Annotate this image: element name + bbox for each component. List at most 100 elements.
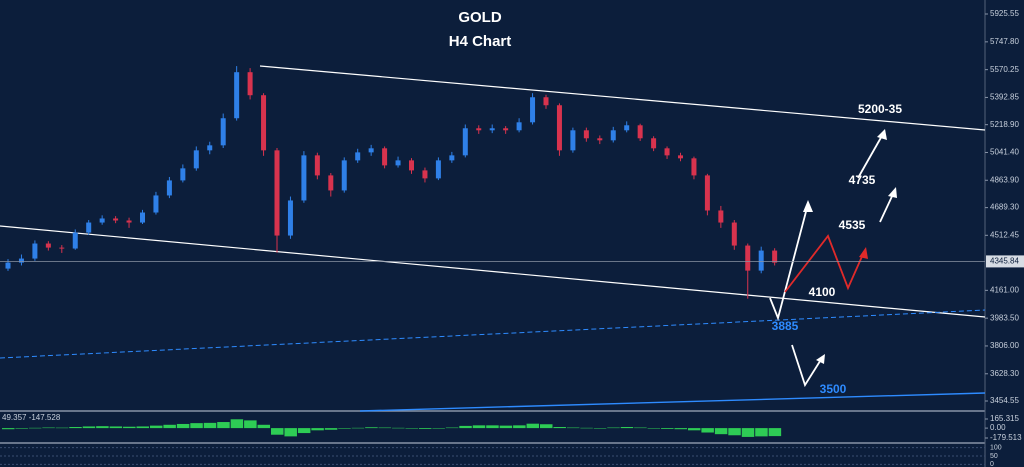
candle-body <box>341 160 347 191</box>
macd-bar <box>217 422 230 429</box>
candle-body <box>99 218 105 223</box>
candle-body <box>126 220 132 223</box>
y-tick-label: 5570.25 <box>990 65 1019 74</box>
macd-bar <box>109 426 123 429</box>
macd-bar <box>472 425 486 429</box>
y-tick-label: 3983.50 <box>990 313 1019 322</box>
macd-bar <box>123 426 136 429</box>
macd-bar <box>271 428 284 435</box>
macd-bar <box>418 428 432 429</box>
arrow-path <box>879 191 895 223</box>
candle-body <box>59 247 65 249</box>
candle-body <box>234 72 240 119</box>
candle-body <box>86 222 92 233</box>
macd-bar <box>620 427 634 429</box>
macd-bar <box>149 425 163 429</box>
y-tick-label: 3454.55 <box>990 396 1019 405</box>
macd-bar <box>190 423 203 429</box>
candle-body <box>530 97 536 123</box>
macd-bar <box>351 427 365 429</box>
macd-bar <box>540 424 553 429</box>
macd-bar <box>55 427 69 429</box>
candle-body <box>409 160 414 171</box>
price-annotation: 4535 <box>839 218 866 232</box>
macd-bar <box>405 428 418 429</box>
candle-body <box>45 243 51 248</box>
candle-body <box>570 130 576 151</box>
macd-bar <box>741 428 755 437</box>
last-price-label: 4345.84 <box>990 257 1019 266</box>
candle-body <box>476 128 482 131</box>
channel-upper <box>259 65 986 131</box>
candle-body <box>18 258 24 263</box>
candle-body <box>678 155 683 159</box>
candle-body <box>287 200 293 236</box>
stoch-tick-label: 100 <box>990 445 1002 452</box>
arrowhead <box>816 354 825 364</box>
candle-body <box>355 152 361 161</box>
price-annotation: 3500 <box>820 382 847 396</box>
price-annotation: 4100 <box>809 285 836 299</box>
candle-body <box>731 222 737 246</box>
candle-body <box>543 97 549 106</box>
y-tick-label: 4512.45 <box>990 230 1019 239</box>
support-dashed <box>0 309 986 359</box>
candle-body <box>745 245 751 271</box>
candle-body <box>597 138 603 141</box>
candle-body <box>261 95 267 151</box>
candle-body <box>651 138 657 149</box>
y-tick-label: 5218.90 <box>990 120 1019 129</box>
scenario-arrows <box>769 129 897 388</box>
candle-body <box>328 175 334 191</box>
y-tick-label: 5925.55 <box>990 9 1019 18</box>
candle-body <box>153 195 159 213</box>
macd-label: 49.357 -147.528 <box>2 413 61 422</box>
macd-bar <box>580 427 593 429</box>
candle-body <box>5 262 11 269</box>
candle-body <box>72 232 78 249</box>
y-tick-label: 4161.00 <box>990 285 1019 294</box>
candle-body <box>664 148 670 156</box>
support-line <box>359 392 986 412</box>
candle-body <box>704 175 710 211</box>
macd-bar <box>42 427 55 429</box>
macd-tick-label: -179.513 <box>990 433 1022 442</box>
candle-body <box>772 250 778 263</box>
candle-body <box>32 243 38 259</box>
candle-body <box>449 155 455 161</box>
candle-body <box>691 158 697 176</box>
candle-body <box>113 218 119 221</box>
stoch-tick-label: 50 <box>990 453 998 460</box>
chart-title: GOLD <box>458 9 501 26</box>
candles <box>5 66 778 299</box>
arrow-path <box>769 203 809 321</box>
macd-bar <box>176 423 190 429</box>
y-tick-label: 3806.00 <box>990 341 1019 350</box>
arrowhead <box>888 187 897 198</box>
candle-body <box>489 128 495 131</box>
candle-body <box>247 72 253 96</box>
candle-body <box>637 125 643 139</box>
candle-body <box>624 125 630 131</box>
candle-body <box>207 145 213 151</box>
candle-body <box>503 128 509 131</box>
candle-body <box>516 122 522 131</box>
macd-bar <box>553 427 566 429</box>
last-price-box <box>986 255 1024 268</box>
candle-body <box>140 212 145 223</box>
y-tick-label: 5747.80 <box>990 37 1019 46</box>
macd-bar <box>486 425 499 429</box>
macd-bar <box>687 428 701 431</box>
price-annotation: 3885 <box>772 319 799 333</box>
candle-body <box>301 155 307 201</box>
candle-body <box>382 148 388 166</box>
arrow-path <box>857 133 884 179</box>
candle-body <box>556 105 562 151</box>
macd-bar <box>230 419 244 429</box>
macd-bar <box>392 427 405 429</box>
candle-body <box>166 180 172 196</box>
macd-bar <box>82 426 96 429</box>
macd-bar <box>701 428 714 433</box>
macd-tick-label: 165.315 <box>990 414 1019 423</box>
macd-bar <box>499 425 513 429</box>
